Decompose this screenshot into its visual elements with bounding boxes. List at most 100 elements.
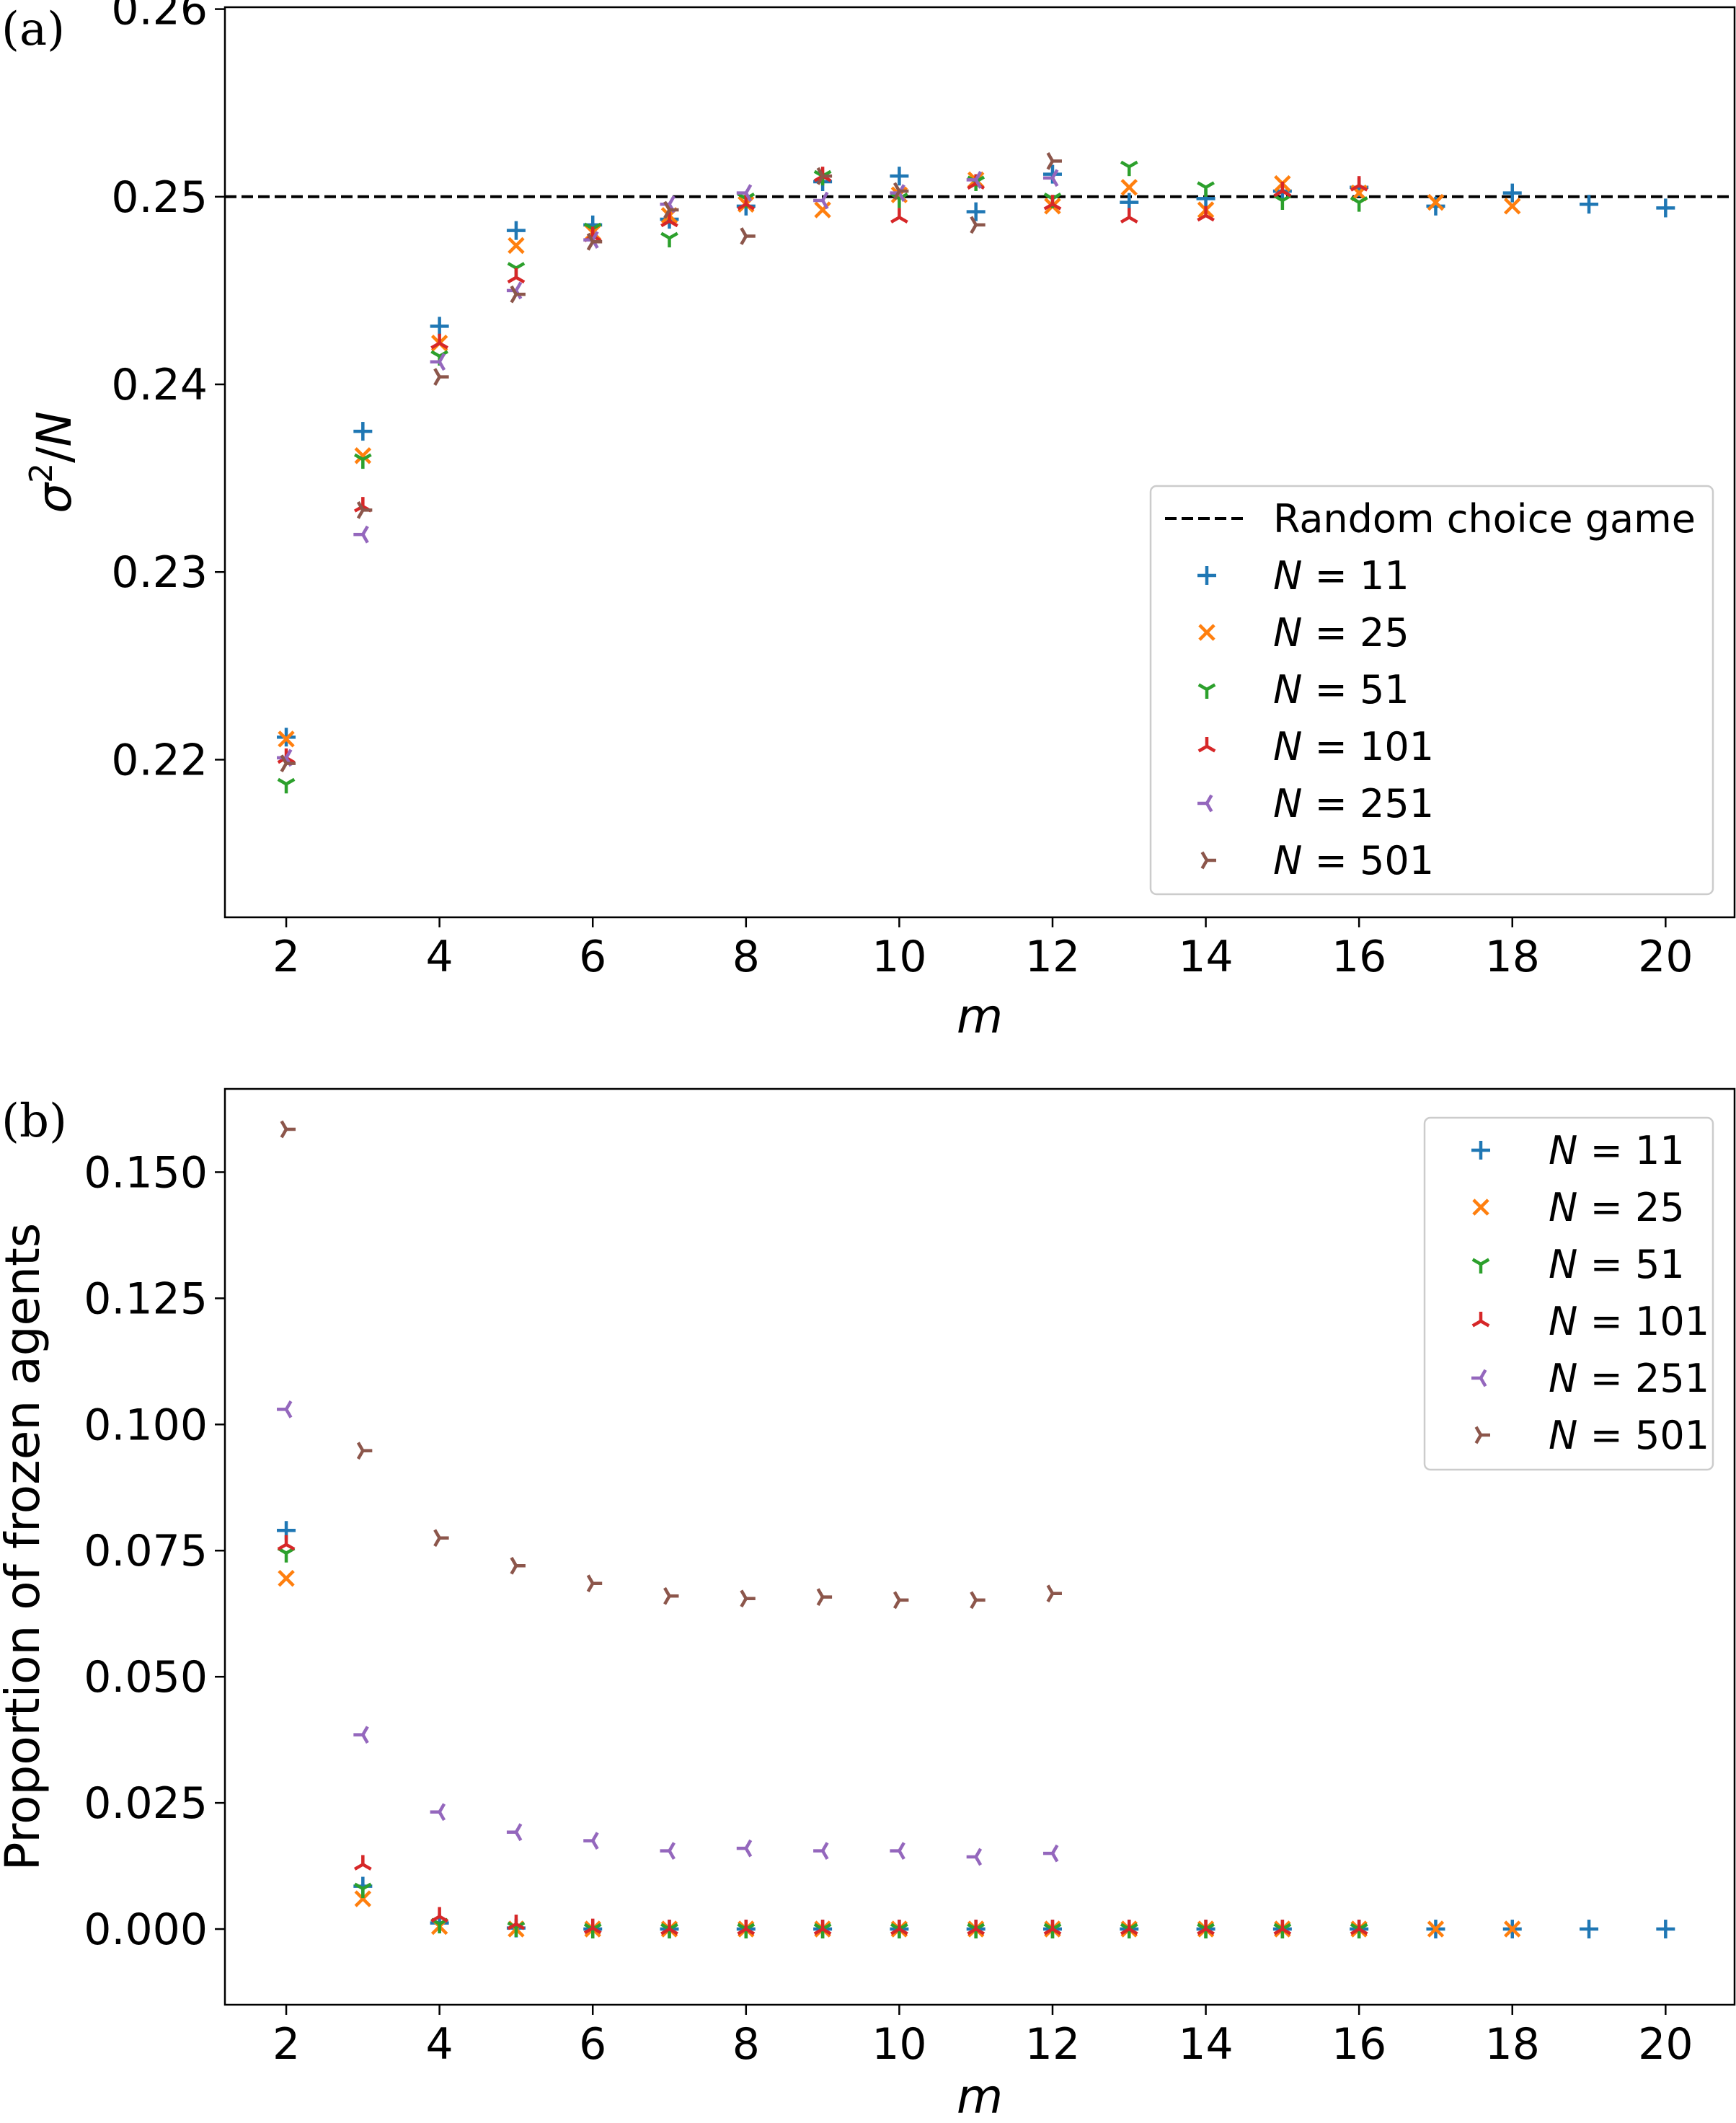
marker-stroke <box>970 224 978 234</box>
data-point <box>507 1915 526 1930</box>
legend-label-value: = 25 <box>1302 610 1409 656</box>
marker-stroke <box>430 350 440 358</box>
data-point <box>1656 198 1675 218</box>
marker-stroke <box>433 376 441 386</box>
data-point <box>1502 183 1522 203</box>
marker-stroke <box>362 1863 372 1871</box>
data-point <box>353 1855 372 1871</box>
data-point <box>1350 176 1368 192</box>
y-label-slash: / <box>27 446 82 463</box>
marker-stroke <box>744 184 753 194</box>
y-tick-label: 0.23 <box>111 547 208 598</box>
marker-stroke <box>353 453 364 462</box>
data-point <box>278 1570 295 1587</box>
marker-stroke <box>970 216 978 226</box>
data-point <box>430 353 446 371</box>
legend-label: N = 51 <box>1273 667 1409 712</box>
marker-stroke <box>816 175 825 185</box>
marker-stroke <box>353 1863 364 1871</box>
y-tick-label: 0.22 <box>111 735 208 785</box>
legend-label-value: = 251 <box>1577 1356 1709 1401</box>
marker-stroke <box>975 1928 986 1936</box>
marker-stroke <box>821 1842 829 1852</box>
marker-stroke <box>285 1542 296 1551</box>
legend-label-value: = 501 <box>1302 838 1434 883</box>
data-point <box>740 1589 756 1608</box>
data-point <box>1043 1920 1062 1936</box>
marker-stroke <box>1197 683 1208 691</box>
legend-label-value: = 51 <box>1577 1242 1684 1287</box>
legend-label-value: = 51 <box>1302 667 1409 712</box>
x-tick-label: 14 <box>1178 932 1233 982</box>
marker-stroke <box>814 201 831 219</box>
data-point <box>1042 1844 1059 1863</box>
legend-label-value: = 101 <box>1577 1299 1709 1344</box>
marker-stroke <box>280 754 288 764</box>
legend-label-var: N <box>1549 1128 1577 1173</box>
marker-stroke <box>737 203 747 211</box>
marker-stroke <box>1205 683 1216 691</box>
legend-label: Random choice game <box>1273 496 1696 542</box>
legend-label-var: N <box>1549 1185 1577 1230</box>
data-point <box>893 1591 909 1610</box>
marker-stroke <box>890 216 900 224</box>
marker-stroke <box>1281 190 1292 198</box>
legend-marker <box>1200 851 1216 870</box>
marker-stroke <box>1358 184 1368 192</box>
marker-stroke <box>967 182 977 190</box>
data-point <box>1656 1920 1675 1939</box>
x-tick-label: 20 <box>1638 932 1693 982</box>
marker-stroke <box>893 1599 901 1610</box>
marker-stroke <box>970 1591 978 1601</box>
marker-stroke <box>586 232 595 243</box>
marker-stroke <box>1471 1320 1482 1328</box>
marker-stroke <box>1198 624 1215 641</box>
marker-stroke <box>433 368 441 378</box>
data-point <box>737 1920 756 1936</box>
series-n501 <box>280 1120 1062 1610</box>
marker-stroke <box>356 1449 365 1460</box>
legend-label-var: N <box>1549 1242 1577 1287</box>
marker-stroke <box>430 341 440 350</box>
data-point <box>890 1920 908 1936</box>
marker-stroke <box>1350 184 1360 192</box>
marker-stroke <box>354 447 372 464</box>
data-point <box>354 1890 372 1907</box>
x-tick-label: 4 <box>426 2019 453 2070</box>
x-tick-label: 6 <box>579 932 606 982</box>
legend-marker <box>1471 1312 1490 1328</box>
data-point <box>660 211 678 228</box>
data-point <box>430 1907 449 1923</box>
panel-a: (a) 2 4 6 8 10 12 14 16 18 20 0.22 0.23 0.24 0.25 0.26 m… <box>1 0 1736 1044</box>
data-point <box>353 453 372 469</box>
data-point <box>736 184 753 202</box>
data-point <box>967 1920 986 1936</box>
marker-stroke <box>1120 179 1138 196</box>
marker-stroke <box>744 1847 753 1858</box>
marker-stroke <box>816 167 825 177</box>
data-point <box>353 1882 372 1899</box>
marker-stroke <box>744 1839 753 1850</box>
marker-stroke <box>277 777 288 786</box>
marker-stroke <box>893 190 901 200</box>
data-point <box>278 731 295 748</box>
data-point <box>966 1848 983 1866</box>
marker-stroke <box>433 1529 441 1539</box>
y-tick-label: 0.050 <box>84 1652 208 1703</box>
marker-stroke <box>1205 181 1215 189</box>
marker-stroke <box>438 1811 446 1822</box>
data-point <box>430 317 449 336</box>
y-tick-label: 0.125 <box>84 1274 208 1324</box>
marker-stroke <box>356 509 365 519</box>
x-tick-label: 14 <box>1178 2019 1233 2070</box>
marker-stroke <box>278 1570 295 1587</box>
marker-stroke <box>280 762 288 773</box>
marker-stroke <box>1205 794 1213 805</box>
x-tick-label: 12 <box>1025 2019 1080 2070</box>
x-tick-label: 6 <box>579 2019 606 2070</box>
data-point <box>970 216 986 234</box>
data-point <box>660 231 678 248</box>
data-point <box>814 201 831 219</box>
marker-stroke <box>285 777 296 786</box>
